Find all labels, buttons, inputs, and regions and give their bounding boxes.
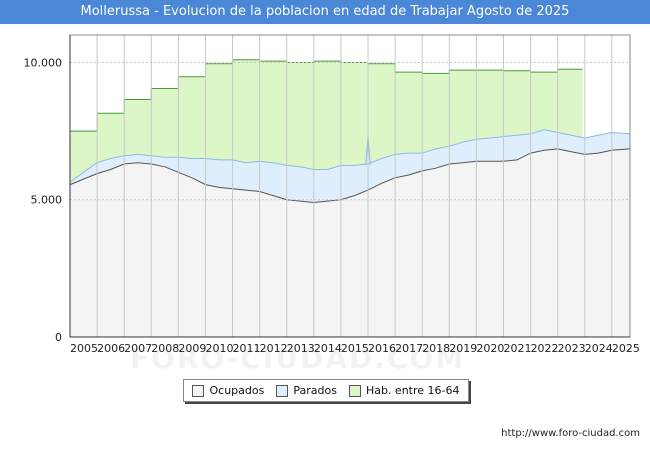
axes: [69, 34, 631, 338]
legend-label-hab: Hab. entre 16-64: [365, 384, 460, 397]
legend-label-ocupados: Ocupados: [209, 384, 265, 397]
x-tick-label-2013: 2013: [287, 342, 315, 355]
legend-swatch-parados: [276, 384, 289, 397]
tick-labels: 2005 2006 2007 2008 2009 2010 2011 2012 2013 2014…: [24, 56, 640, 355]
x-tick-label-2016: 2016: [368, 342, 396, 355]
chart-title: Mollerussa - Evolucion de la poblacion e…: [0, 0, 650, 24]
x-tick-label-2015: 2015: [341, 342, 369, 355]
legend: Ocupados Parados Hab. entre 16-64: [183, 379, 469, 402]
x-tick-label-2024: 2024: [585, 342, 613, 355]
x-tick-label-2025: 2025: [612, 342, 640, 355]
parados-line: [69, 129, 631, 183]
ocupados-series-layer: [69, 148, 631, 337]
x-tick-label-2007: 2007: [124, 342, 152, 355]
y-tick-label-0: 0: [55, 331, 62, 344]
x-tick-label-2018: 2018: [422, 342, 450, 355]
x-tick-label-2010: 2010: [205, 342, 233, 355]
x-tick-label-2009: 2009: [178, 342, 206, 355]
x-tick-label-2021: 2021: [503, 342, 531, 355]
x-tick-label-2022: 2022: [531, 342, 559, 355]
x-tick-label-2017: 2017: [395, 342, 423, 355]
ocupados-line: [69, 148, 631, 204]
x-tick-label-2023: 2023: [558, 342, 586, 355]
legend-swatch-hab: [348, 384, 361, 397]
x-tick-label-2019: 2019: [449, 342, 477, 355]
legend-item-ocupados[interactable]: Ocupados: [192, 384, 264, 397]
x-tick-label-2020: 2020: [476, 342, 504, 355]
x-tick-label-2008: 2008: [151, 342, 179, 355]
source-url[interactable]: http://www.foro-ciudad.com: [501, 428, 640, 439]
y-tick-label-10000: 10.000: [24, 56, 63, 69]
x-tick-label-2012: 2012: [260, 342, 288, 355]
y-tick-label-5000: 5.000: [31, 194, 63, 207]
legend-item-hab[interactable]: Hab. entre 16-64: [348, 384, 460, 397]
x-tick-label-2006: 2006: [97, 342, 125, 355]
x-tick-label-2011: 2011: [233, 342, 261, 355]
grid-lines: [70, 35, 630, 337]
x-tick-label-2014: 2014: [314, 342, 342, 355]
ocupados-area: [70, 148, 630, 337]
x-tick-label-2005: 2005: [70, 342, 98, 355]
legend-label-parados: Parados: [293, 384, 337, 397]
legend-item-parados[interactable]: Parados: [276, 384, 337, 397]
legend-swatch-ocupados: [192, 384, 205, 397]
